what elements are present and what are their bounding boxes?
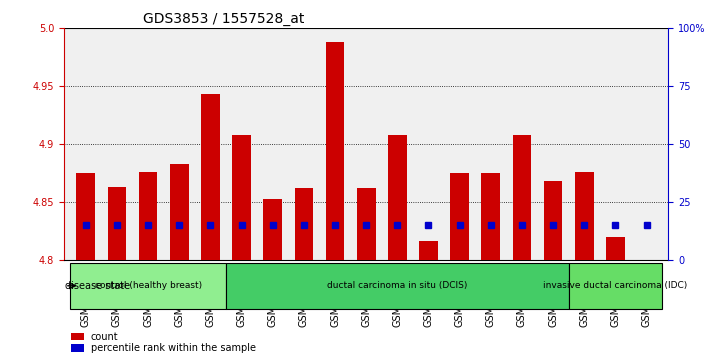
- Bar: [139, 172, 157, 260]
- Bar: [170, 164, 188, 260]
- FancyBboxPatch shape: [226, 263, 569, 309]
- Bar: [294, 188, 314, 260]
- Bar: [388, 135, 407, 260]
- Bar: [71, 333, 84, 341]
- Bar: [71, 344, 84, 352]
- Bar: [419, 241, 438, 260]
- FancyBboxPatch shape: [569, 263, 662, 309]
- Bar: [357, 188, 375, 260]
- Bar: [513, 135, 531, 260]
- Bar: [481, 173, 500, 260]
- Bar: [232, 135, 251, 260]
- Text: disease state: disease state: [65, 281, 129, 291]
- Bar: [450, 173, 469, 260]
- Bar: [326, 42, 344, 260]
- Bar: [606, 237, 625, 260]
- FancyBboxPatch shape: [70, 263, 226, 309]
- Text: GDS3853 / 1557528_at: GDS3853 / 1557528_at: [142, 12, 304, 26]
- Text: count: count: [91, 332, 118, 342]
- Text: invasive ductal carcinoma (IDC): invasive ductal carcinoma (IDC): [543, 281, 688, 290]
- Bar: [201, 95, 220, 260]
- Bar: [544, 181, 562, 260]
- Text: ductal carcinoma in situ (DCIS): ductal carcinoma in situ (DCIS): [327, 281, 468, 290]
- Bar: [575, 172, 594, 260]
- Bar: [263, 199, 282, 260]
- Bar: [77, 173, 95, 260]
- Text: percentile rank within the sample: percentile rank within the sample: [91, 343, 256, 353]
- Text: control (healthy breast): control (healthy breast): [95, 281, 202, 290]
- Bar: [107, 187, 127, 260]
